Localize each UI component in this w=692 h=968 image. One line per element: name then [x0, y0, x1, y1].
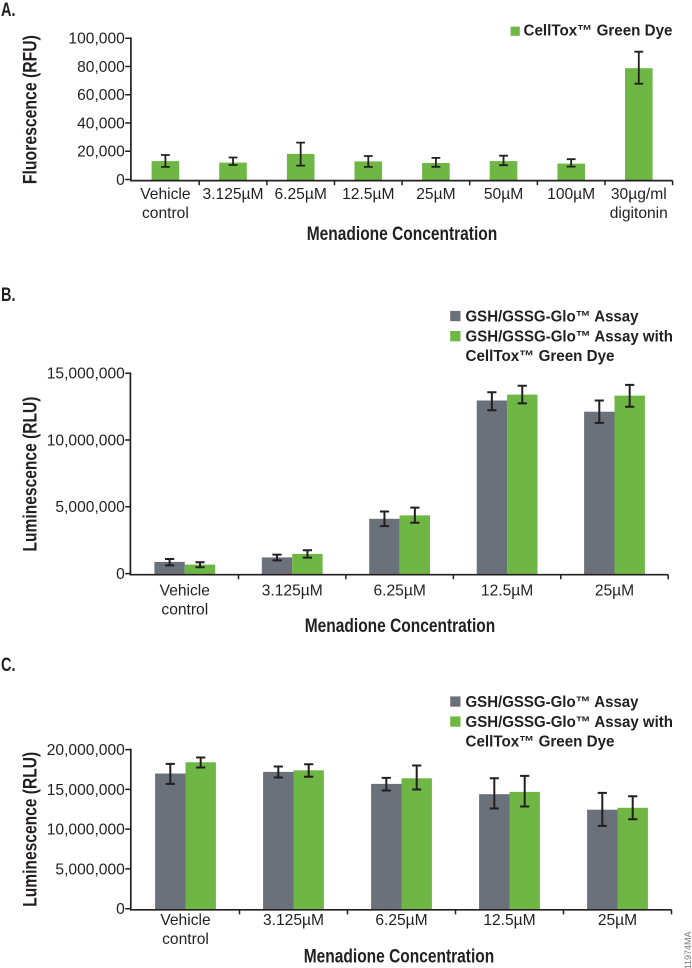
- svg-text:10,000,000: 10,000,000: [47, 432, 125, 449]
- svg-text:11974MA: 11974MA: [683, 931, 692, 968]
- svg-text:Vehicle: Vehicle: [160, 912, 210, 929]
- svg-text:12.5µM: 12.5µM: [483, 912, 535, 929]
- svg-text:Menadione Concentration: Menadione Concentration: [307, 224, 498, 245]
- svg-text:CellTox™ Green Dye: CellTox™ Green Dye: [524, 22, 673, 39]
- svg-text:40,000: 40,000: [77, 115, 125, 132]
- svg-text:6.25µM: 6.25µM: [373, 582, 425, 599]
- svg-text:25µM: 25µM: [416, 186, 455, 203]
- svg-text:100µM: 100µM: [547, 186, 595, 203]
- svg-text:0: 0: [116, 172, 125, 189]
- svg-text:10,000,000: 10,000,000: [47, 822, 125, 839]
- svg-text:GSH/GSSG-Glo™ Assay with: GSH/GSSG-Glo™ Assay with: [466, 328, 674, 345]
- svg-text:CellTox™ Green Dye: CellTox™ Green Dye: [466, 348, 615, 365]
- svg-text:Menadione Concentration: Menadione Concentration: [304, 946, 495, 967]
- svg-text:0: 0: [116, 566, 125, 583]
- svg-text:50µM: 50µM: [484, 186, 523, 203]
- svg-text:control: control: [142, 205, 189, 222]
- svg-text:GSH/GSSG-Glo™ Assay with: GSH/GSSG-Glo™ Assay with: [466, 714, 674, 731]
- svg-text:15,000,000: 15,000,000: [47, 366, 125, 383]
- svg-text:100,000: 100,000: [68, 31, 125, 48]
- svg-text:12.5µM: 12.5µM: [481, 582, 533, 599]
- svg-text:control: control: [161, 602, 208, 619]
- svg-text:6.25µM: 6.25µM: [274, 186, 326, 203]
- svg-text:Vehicle: Vehicle: [140, 186, 190, 203]
- svg-text:digitonin: digitonin: [610, 205, 668, 222]
- svg-text:3.125µM: 3.125µM: [262, 582, 323, 599]
- svg-text:Fluorescence (RFU): Fluorescence (RFU): [21, 35, 42, 184]
- svg-text:80,000: 80,000: [77, 59, 125, 76]
- svg-text:Menadione Concentration: Menadione Concentration: [305, 616, 496, 637]
- svg-text:5,000,000: 5,000,000: [55, 861, 125, 878]
- svg-text:0: 0: [116, 901, 125, 918]
- svg-text:C.: C.: [1, 655, 16, 676]
- svg-text:B.: B.: [1, 285, 16, 306]
- svg-text:25µM: 25µM: [595, 582, 634, 599]
- svg-text:6.25µM: 6.25µM: [375, 912, 427, 929]
- svg-text:20,000,000: 20,000,000: [47, 742, 125, 759]
- svg-text:20,000: 20,000: [77, 144, 125, 161]
- svg-text:control: control: [162, 931, 209, 948]
- svg-text:25µM: 25µM: [598, 912, 637, 929]
- svg-text:Luminescence (RLU): Luminescence (RLU): [21, 752, 42, 907]
- svg-text:5,000,000: 5,000,000: [55, 499, 125, 516]
- svg-text:60,000: 60,000: [77, 87, 125, 104]
- svg-text:GSH/GSSG-Glo™ Assay: GSH/GSSG-Glo™ Assay: [466, 694, 639, 711]
- svg-text:GSH/GSSG-Glo™ Assay: GSH/GSSG-Glo™ Assay: [466, 308, 639, 325]
- svg-text:12.5µM: 12.5µM: [342, 186, 394, 203]
- svg-text:3.125µM: 3.125µM: [263, 912, 324, 929]
- svg-text:30µg/ml: 30µg/ml: [611, 186, 667, 203]
- svg-text:Vehicle: Vehicle: [160, 582, 210, 599]
- svg-text:A.: A.: [1, 0, 16, 21]
- svg-text:15,000,000: 15,000,000: [47, 782, 125, 799]
- svg-text:CellTox™ Green Dye: CellTox™ Green Dye: [466, 734, 615, 751]
- svg-text:Luminescence (RLU): Luminescence (RLU): [21, 397, 42, 552]
- svg-text:3.125µM: 3.125µM: [203, 186, 264, 203]
